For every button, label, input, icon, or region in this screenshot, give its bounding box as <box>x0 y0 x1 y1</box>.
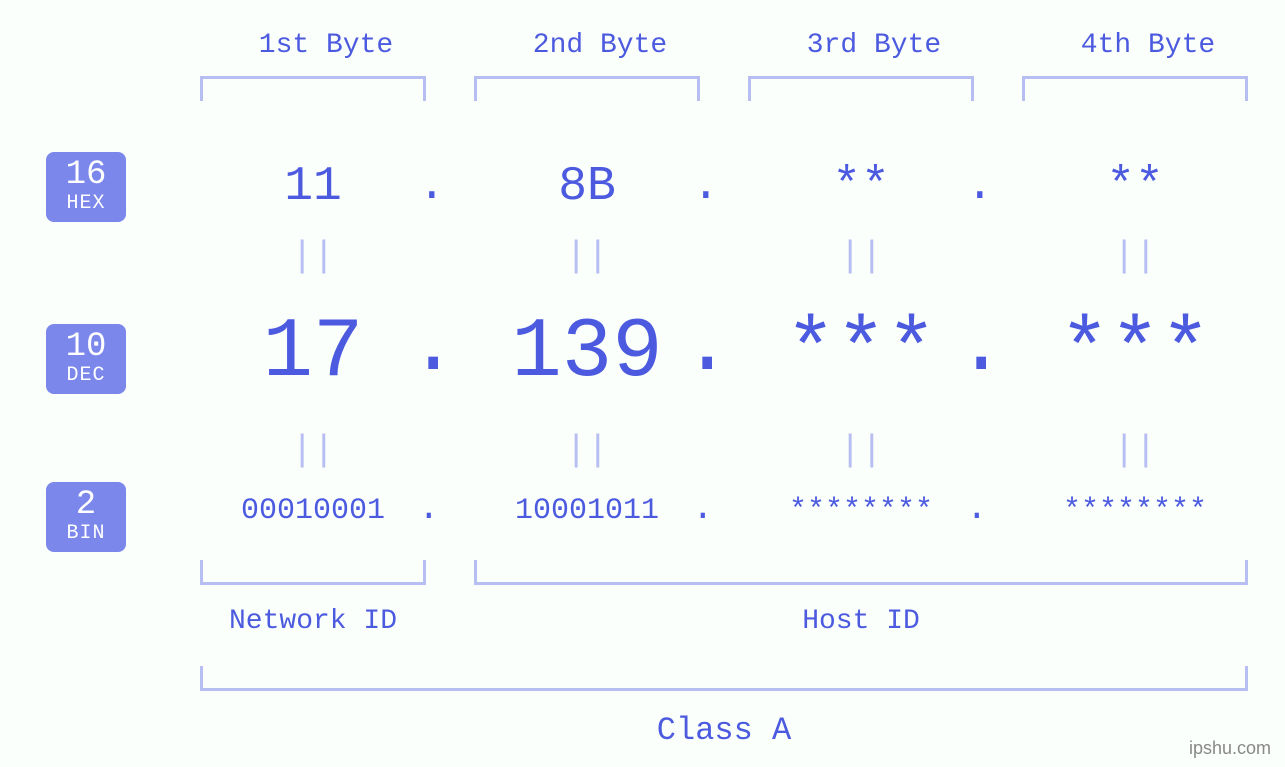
badge-bin-label: BIN <box>46 522 126 545</box>
ip-diagram: 16 HEX 10 DEC 2 BIN 1st Byte 2nd Byte 3r… <box>0 0 1285 767</box>
byte-header-4: 4th Byte <box>1022 30 1274 61</box>
hex-dot-3: . <box>966 160 994 212</box>
byte-header-3: 3rd Byte <box>748 30 1000 61</box>
eq-top-4: || <box>1022 236 1248 277</box>
hex-dot-2: . <box>692 160 720 212</box>
eq-top-2: || <box>474 236 700 277</box>
top-bracket-3 <box>748 76 974 101</box>
dec-dot-1: . <box>408 300 458 395</box>
eq-bot-2: || <box>474 430 700 471</box>
dec-byte-2: 139 <box>474 306 700 401</box>
network-id-label: Network ID <box>200 606 426 637</box>
top-bracket-4 <box>1022 76 1248 101</box>
bin-byte-1: 00010001 <box>200 494 426 528</box>
bin-byte-3: ******** <box>748 494 974 528</box>
class-label: Class A <box>200 712 1248 749</box>
host-bracket <box>474 560 1248 585</box>
badge-dec: 10 DEC <box>46 324 126 394</box>
columns-region: 1st Byte 2nd Byte 3rd Byte 4th Byte 11 8… <box>170 0 1246 767</box>
dec-dot-3: . <box>956 300 1006 395</box>
network-bracket <box>200 560 426 585</box>
bin-dot-3: . <box>966 488 988 529</box>
watermark: ipshu.com <box>1189 738 1271 759</box>
eq-top-1: || <box>200 236 426 277</box>
dec-byte-3: *** <box>748 306 974 401</box>
hex-byte-3: ** <box>748 160 974 214</box>
byte-header-1: 1st Byte <box>200 30 452 61</box>
eq-bot-4: || <box>1022 430 1248 471</box>
hex-byte-4: ** <box>1022 160 1248 214</box>
top-bracket-2 <box>474 76 700 101</box>
badge-bin: 2 BIN <box>46 482 126 552</box>
bin-byte-2: 10001011 <box>474 494 700 528</box>
bin-byte-4: ******** <box>1022 494 1248 528</box>
hex-byte-2: 8B <box>474 160 700 214</box>
badge-hex-num: 16 <box>46 158 126 192</box>
badge-dec-num: 10 <box>46 330 126 364</box>
top-bracket-1 <box>200 76 426 101</box>
badge-bin-num: 2 <box>46 488 126 522</box>
bin-dot-2: . <box>692 488 714 529</box>
dec-byte-4: *** <box>1022 306 1248 401</box>
eq-top-3: || <box>748 236 974 277</box>
byte-header-2: 2nd Byte <box>474 30 726 61</box>
dec-byte-1: 17 <box>200 306 426 401</box>
bin-dot-1: . <box>418 488 440 529</box>
hex-byte-1: 11 <box>200 160 426 214</box>
badge-hex: 16 HEX <box>46 152 126 222</box>
host-id-label: Host ID <box>474 606 1248 637</box>
badge-hex-label: HEX <box>46 192 126 215</box>
badge-dec-label: DEC <box>46 364 126 387</box>
dec-dot-2: . <box>682 300 732 395</box>
eq-bot-3: || <box>748 430 974 471</box>
hex-dot-1: . <box>418 160 446 212</box>
eq-bot-1: || <box>200 430 426 471</box>
class-bracket <box>200 666 1248 691</box>
